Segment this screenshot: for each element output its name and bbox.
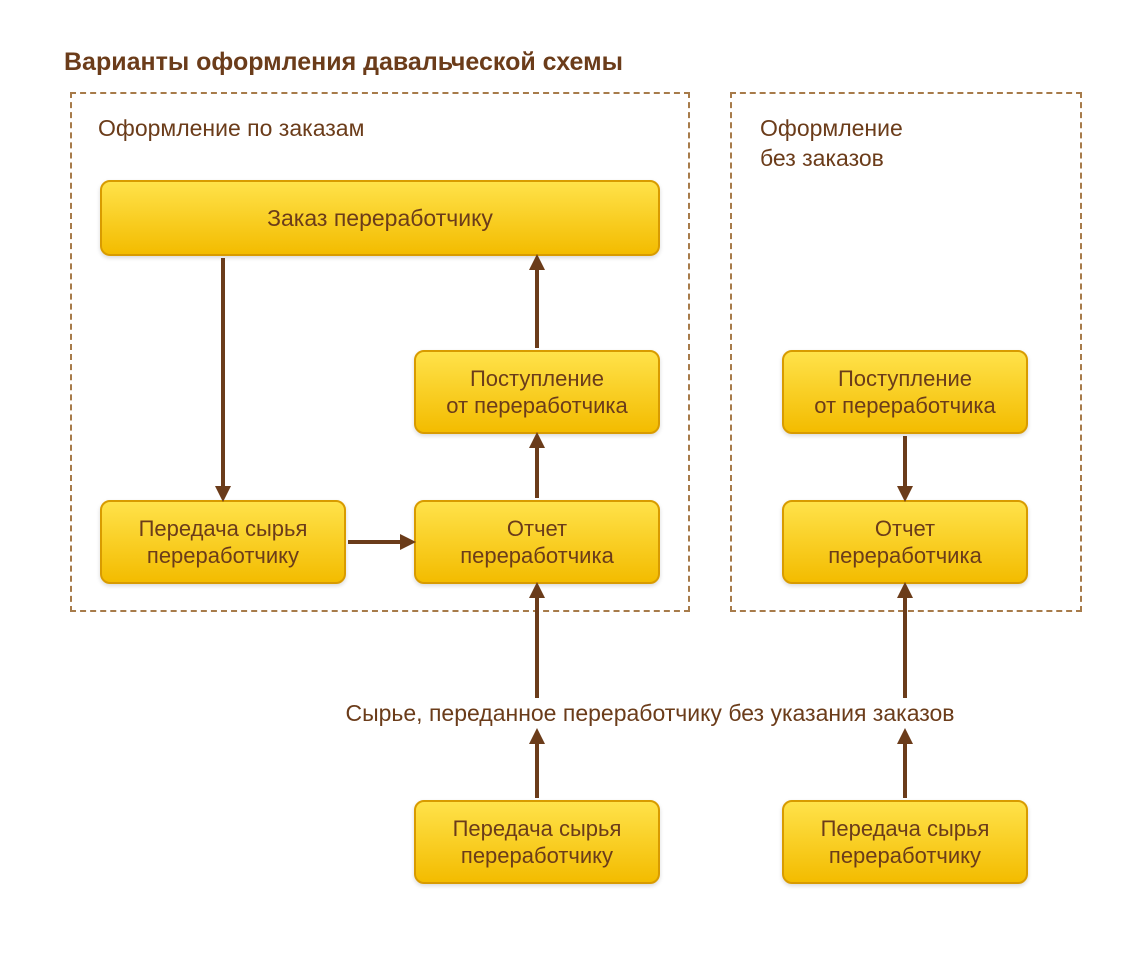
node-order: Заказ переработчику	[100, 180, 660, 256]
panel-orders-label: Оформление по заказам	[98, 114, 364, 144]
panel-noorders-label: Оформлениебез заказов	[760, 114, 903, 174]
node-receipt-2: Поступлениеот переработчика	[782, 350, 1028, 434]
node-transfer-2: Передача сырьяпереработчику	[414, 800, 660, 884]
node-transfer-1: Передача сырьяпереработчику	[100, 500, 346, 584]
diagram-canvas: Варианты оформления давальческой схемы О…	[0, 0, 1146, 961]
node-transfer-3: Передача сырьяпереработчику	[782, 800, 1028, 884]
node-receipt-1: Поступлениеот переработчика	[414, 350, 660, 434]
raw-material-text: Сырье, переданное переработчику без указ…	[260, 700, 1040, 727]
node-report-1: Отчетпереработчика	[414, 500, 660, 584]
diagram-title: Варианты оформления давальческой схемы	[64, 48, 623, 77]
node-report-2: Отчетпереработчика	[782, 500, 1028, 584]
